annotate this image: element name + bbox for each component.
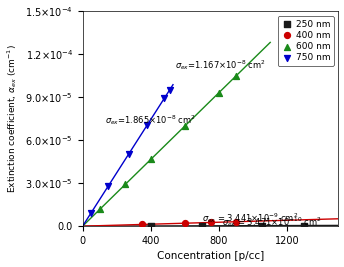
250 nm	[259, 223, 265, 228]
Legend: 250 nm, 400 nm, 600 nm, 750 nm: 250 nm, 400 nm, 600 nm, 750 nm	[278, 16, 334, 66]
250 nm	[302, 223, 307, 228]
750 nm	[167, 88, 172, 92]
600 nm	[97, 207, 103, 212]
750 nm	[162, 96, 167, 100]
250 nm	[199, 224, 205, 228]
Text: $\sigma_{ex}$=1.865×10$^{-8}$ cm$^2$: $\sigma_{ex}$=1.865×10$^{-8}$ cm$^2$	[105, 113, 195, 127]
600 nm	[122, 182, 128, 187]
600 nm	[182, 124, 188, 128]
750 nm	[126, 152, 131, 156]
750 nm	[106, 184, 111, 188]
400 nm	[233, 219, 239, 224]
250 nm	[148, 224, 153, 228]
Text: $\sigma_{ex}$=1.167×10$^{-8}$ cm$^2$: $\sigma_{ex}$=1.167×10$^{-8}$ cm$^2$	[175, 58, 266, 72]
600 nm	[216, 91, 222, 95]
600 nm	[148, 157, 153, 162]
750 nm	[88, 211, 94, 215]
Y-axis label: Extinction coefficient, $\alpha_{ex}$ (cm$^{-1}$): Extinction coefficient, $\alpha_{ex}$ (c…	[6, 44, 20, 193]
750 nm	[145, 123, 150, 127]
400 nm	[208, 220, 213, 225]
Text: $\sigma_{ex}$ = 3.441×10$^{-9}$ cm$^2$: $\sigma_{ex}$ = 3.441×10$^{-9}$ cm$^2$	[202, 211, 298, 225]
X-axis label: Concentration [p/cc]: Concentration [p/cc]	[157, 252, 264, 261]
400 nm	[182, 221, 188, 225]
400 nm	[140, 222, 145, 227]
Text: $\sigma_{ex}$ = 3.471×10$^{-10}$ cm$^2$: $\sigma_{ex}$ = 3.471×10$^{-10}$ cm$^2$	[223, 215, 322, 229]
600 nm	[233, 74, 239, 78]
